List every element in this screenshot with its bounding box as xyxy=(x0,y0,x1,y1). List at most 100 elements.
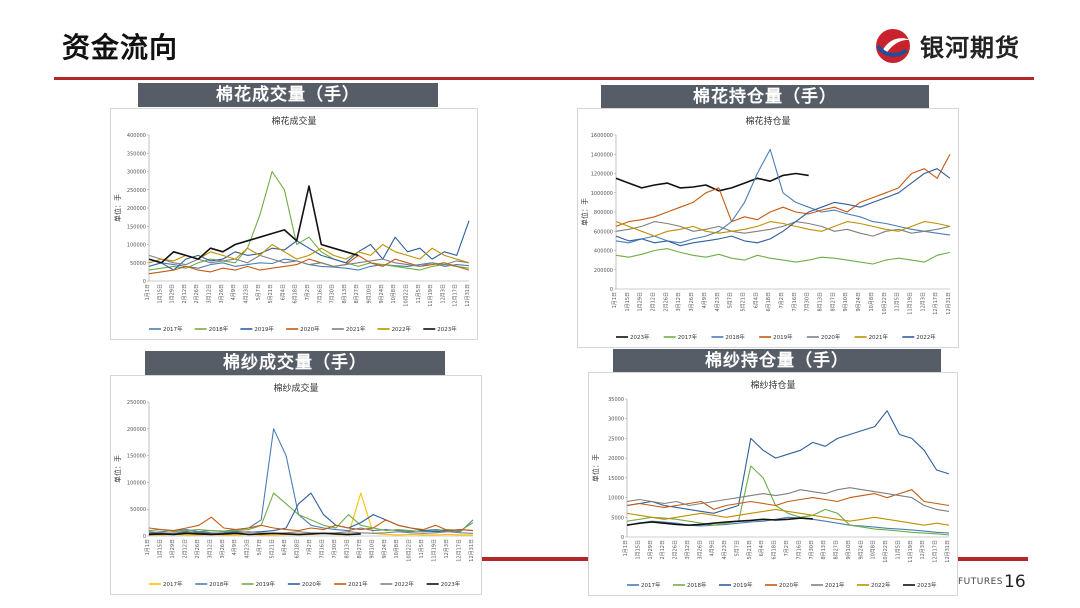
y-tick-label: 50000 xyxy=(130,507,146,513)
x-tick-label: 8月27日 xyxy=(354,284,360,304)
legend-label: 2021年 xyxy=(346,325,366,333)
x-tick-label: 9月24日 xyxy=(856,292,862,312)
x-tick-label: 4月9日 xyxy=(232,539,238,555)
x-tick-label: 1月15日 xyxy=(157,539,163,559)
x-tick-label: 12月31日 xyxy=(465,284,471,307)
x-tick-label: 12月17日 xyxy=(457,539,463,562)
x-tick-label: 3月12日 xyxy=(207,539,213,559)
y-tick-label: 1400000 xyxy=(591,152,613,158)
x-tick-label: 12月3日 xyxy=(920,540,926,560)
x-tick-label: 7月16日 xyxy=(796,540,802,560)
x-tick-label: 5月7日 xyxy=(728,292,734,308)
y-tick-label: 150000 xyxy=(127,224,146,230)
brand-logo: 银河期货 xyxy=(872,26,1042,66)
y-tick-label: 200000 xyxy=(127,427,146,433)
x-tick-label: 9月10日 xyxy=(369,539,375,559)
series-line-2018年 xyxy=(148,428,474,534)
legend-label: 2021年 xyxy=(869,333,889,341)
x-tick-label: 9月24日 xyxy=(382,539,388,559)
series-line-2023年 xyxy=(148,532,361,536)
y-tick-label: 100000 xyxy=(127,480,146,486)
x-tick-label: 3月26日 xyxy=(697,540,703,560)
x-tick-label: 4月9日 xyxy=(702,292,708,308)
legend-label: 2017年 xyxy=(641,581,661,589)
series-line-2020年 xyxy=(148,492,474,534)
x-tick-label: 10月22日 xyxy=(883,540,889,563)
legend-label: 2020年 xyxy=(779,581,799,589)
series-line-2023年 xyxy=(626,517,813,526)
x-tick-label: 4月9日 xyxy=(231,284,237,300)
y-tick-label: 35000 xyxy=(608,397,624,403)
x-tick-label: 4月23日 xyxy=(245,539,251,559)
x-tick-label: 1月29日 xyxy=(648,540,654,560)
x-tick-label: 7月2日 xyxy=(779,292,785,308)
x-tick-label: 4月9日 xyxy=(710,540,716,556)
x-tick-label: 1月15日 xyxy=(157,284,163,304)
x-tick-label: 7月30日 xyxy=(809,540,815,560)
y-tick-label: 5000 xyxy=(611,515,624,521)
y-tick-label: 1200000 xyxy=(591,172,613,178)
x-tick-label: 5月7日 xyxy=(734,540,740,556)
x-tick-label: 12月17日 xyxy=(933,292,939,315)
x-tick-label: 10月8日 xyxy=(391,284,397,304)
legend-label: 2022年 xyxy=(394,580,414,588)
series-line-2020年 xyxy=(615,221,951,237)
x-tick-label: 4月23日 xyxy=(243,284,249,304)
x-tick-label: 7月30日 xyxy=(332,539,338,559)
band-yarn-open-interest: 棉纱持仓量（手） xyxy=(613,349,941,373)
x-tick-label: 1月1日 xyxy=(623,540,629,556)
legend-label: 2022年 xyxy=(916,333,936,341)
x-tick-label: 7月16日 xyxy=(317,284,323,304)
y-tick-label: 0 xyxy=(621,535,624,541)
x-tick-label: 11月5日 xyxy=(419,539,425,559)
x-tick-label: 6月4日 xyxy=(759,540,765,556)
x-tick-label: 12月17日 xyxy=(933,540,939,563)
x-tick-label: 3月12日 xyxy=(685,540,691,560)
y-tick-label: 200000 xyxy=(127,206,146,212)
x-tick-label: 1月29日 xyxy=(638,292,644,312)
series-line-2021年 xyxy=(615,221,951,237)
y-tick-label: 800000 xyxy=(594,210,613,216)
x-tick-label: 7月30日 xyxy=(330,284,336,304)
legend-label: 2023年 xyxy=(437,325,457,333)
y-tick-label: 30000 xyxy=(608,417,624,423)
x-tick-label: 5月21日 xyxy=(747,540,753,560)
chart-cotton-open-interest: 棉花持仓量 单位：手 0 200000 400000 600000 800000 100000… xyxy=(577,108,959,348)
x-tick-label: 2月12日 xyxy=(182,284,188,304)
series-line-2018年 xyxy=(626,465,950,536)
y-tick-label: 350000 xyxy=(127,151,146,157)
x-tick-label: 2月12日 xyxy=(182,539,188,559)
legend-label: 2019年 xyxy=(254,325,274,333)
x-tick-label: 7月16日 xyxy=(319,539,325,559)
legend-label: 2020年 xyxy=(300,325,320,333)
y-tick-label: 400000 xyxy=(594,249,613,255)
x-tick-label: 11月19日 xyxy=(908,540,914,563)
y-axis-label: 单位：手 xyxy=(113,455,122,483)
series-line-2023年 xyxy=(615,172,809,192)
y-tick-label: 25000 xyxy=(608,436,624,442)
x-tick-label: 2月26日 xyxy=(195,539,201,559)
x-tick-label: 3月26日 xyxy=(689,292,695,312)
x-tick-label: 3月26日 xyxy=(220,539,226,559)
series-line-2020年 xyxy=(626,489,950,510)
x-tick-label: 2月26日 xyxy=(663,292,669,312)
legend-label: 2021年 xyxy=(348,580,368,588)
x-tick-label: 6月4日 xyxy=(282,539,288,555)
y-tick-label: 1600000 xyxy=(591,133,613,139)
series-line-2019年 xyxy=(148,220,470,271)
legend-label: 2017年 xyxy=(163,580,183,588)
x-tick-label: 5月21日 xyxy=(740,292,746,312)
y-axis-label: 单位：手 xyxy=(591,454,600,482)
y-tick-label: 400000 xyxy=(127,133,146,139)
x-tick-label: 1月29日 xyxy=(170,539,176,559)
y-axis-label: 单位：手 xyxy=(580,198,589,226)
x-tick-label: 7月2日 xyxy=(305,284,311,300)
legend-label: 2018年 xyxy=(725,333,745,341)
y-tick-label: 20000 xyxy=(608,456,624,462)
footer-futures-text: FUTURES xyxy=(958,577,1004,587)
legend-label: 2023年 xyxy=(630,333,650,341)
x-tick-label: 9月10日 xyxy=(846,540,852,560)
x-tick-label: 8月27日 xyxy=(830,292,836,312)
x-tick-label: 10月22日 xyxy=(403,284,409,307)
